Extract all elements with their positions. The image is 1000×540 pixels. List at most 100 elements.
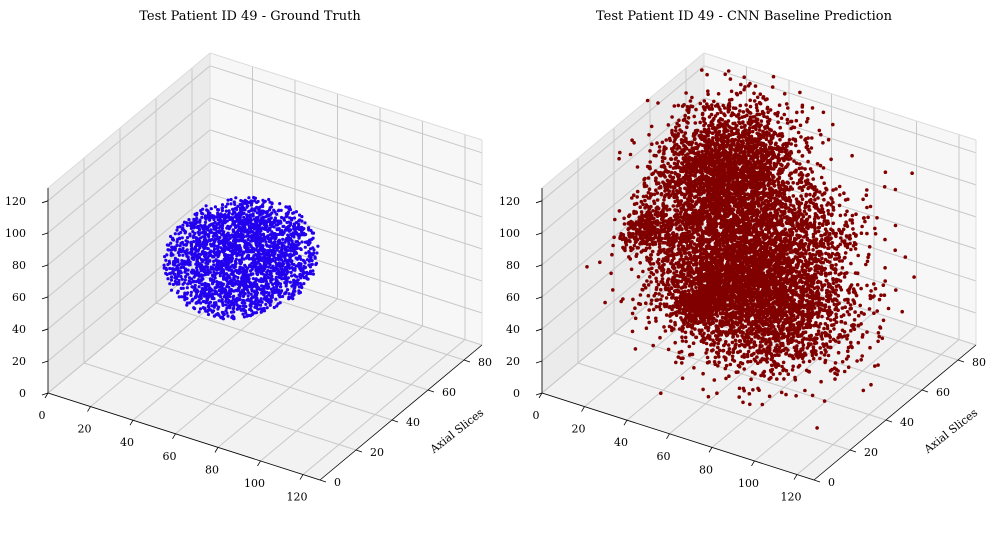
data-point	[173, 268, 177, 272]
data-point	[234, 219, 238, 223]
data-point	[845, 337, 849, 341]
data-point	[274, 256, 278, 261]
data-point	[307, 228, 311, 232]
data-point	[286, 263, 290, 267]
data-point	[254, 216, 258, 220]
cnn-prediction-3d-scatter: 020406080100120020406080020406080100120A…	[499, 52, 986, 504]
data-point	[830, 244, 835, 249]
data-point	[297, 222, 301, 227]
gridline	[703, 65, 977, 154]
data-point	[222, 257, 226, 261]
data-point	[260, 277, 264, 282]
data-point	[831, 188, 835, 192]
data-point	[833, 270, 838, 275]
data-point	[292, 293, 296, 297]
z-tick-label: 0	[513, 387, 520, 400]
data-point	[237, 225, 241, 230]
data-point	[232, 310, 236, 314]
data-point	[162, 263, 166, 267]
data-point	[231, 222, 235, 226]
data-point	[313, 255, 317, 260]
data-point	[273, 240, 277, 244]
data-point	[274, 275, 278, 279]
data-point	[212, 270, 216, 274]
chart-title: Test Patient ID 49 - CNN Baseline Predic…	[596, 9, 892, 24]
z-tick	[535, 264, 543, 268]
data-point	[249, 200, 254, 204]
z-tick	[535, 200, 543, 204]
data-point	[302, 259, 306, 263]
data-point	[288, 238, 292, 242]
data-point	[249, 292, 253, 296]
data-point	[224, 205, 228, 209]
data-point	[184, 275, 188, 279]
data-point	[212, 274, 216, 278]
data-point	[730, 357, 735, 362]
data-point	[294, 210, 298, 214]
x-tick	[257, 460, 261, 467]
data-point	[200, 287, 204, 291]
data-point	[218, 229, 222, 233]
data-point	[275, 219, 279, 223]
y-tick-label: 80	[972, 356, 986, 369]
x-tick-label: 80	[699, 463, 713, 476]
data-point	[283, 291, 287, 296]
data-point	[262, 215, 266, 219]
gridline	[613, 332, 887, 421]
data-point	[240, 205, 245, 209]
data-point	[181, 223, 185, 227]
data-point	[204, 204, 208, 208]
data-point	[282, 244, 286, 248]
data-point	[221, 268, 225, 272]
data-point	[255, 240, 259, 244]
x-tick	[214, 447, 219, 453]
data-point	[198, 220, 202, 224]
data-point	[264, 223, 268, 228]
data-point	[245, 250, 249, 254]
gridline	[47, 97, 211, 234]
x-tick-label: 40	[120, 436, 134, 449]
data-point	[726, 343, 731, 347]
data-point	[256, 260, 260, 264]
data-point	[315, 251, 319, 255]
data-point	[242, 315, 246, 319]
data-point	[299, 247, 303, 252]
data-point	[245, 314, 249, 318]
data-point	[201, 207, 205, 211]
data-point	[180, 295, 184, 299]
data-point	[197, 271, 201, 275]
data-point	[308, 251, 312, 255]
data-point	[786, 181, 790, 185]
data-point	[199, 293, 203, 297]
data-point	[199, 296, 203, 300]
data-point	[294, 256, 298, 260]
data-point	[184, 243, 188, 247]
data-point	[649, 204, 653, 209]
z-tick-label: 40	[506, 323, 520, 336]
ground-truth-3d-scatter: 020406080100120020406080020406080100120A…	[5, 52, 492, 504]
data-point	[194, 280, 198, 284]
data-point	[279, 208, 283, 212]
data-point	[762, 374, 766, 378]
data-point	[287, 292, 291, 296]
data-point	[235, 246, 239, 250]
z-tick	[41, 296, 49, 300]
data-point	[850, 213, 855, 218]
data-point	[270, 253, 274, 257]
data-point	[244, 282, 248, 286]
data-point	[212, 227, 216, 231]
data-point	[305, 258, 310, 262]
data-point	[230, 246, 234, 250]
data-point	[186, 291, 190, 295]
data-point	[303, 221, 307, 225]
data-point	[206, 312, 211, 317]
data-point	[217, 259, 221, 263]
data-point	[297, 254, 301, 259]
data-point	[268, 217, 272, 221]
data-point	[234, 251, 238, 255]
data-point	[221, 220, 225, 224]
data-point	[207, 305, 211, 309]
data-point	[187, 218, 191, 222]
data-point	[291, 297, 295, 301]
data-point	[298, 213, 302, 217]
